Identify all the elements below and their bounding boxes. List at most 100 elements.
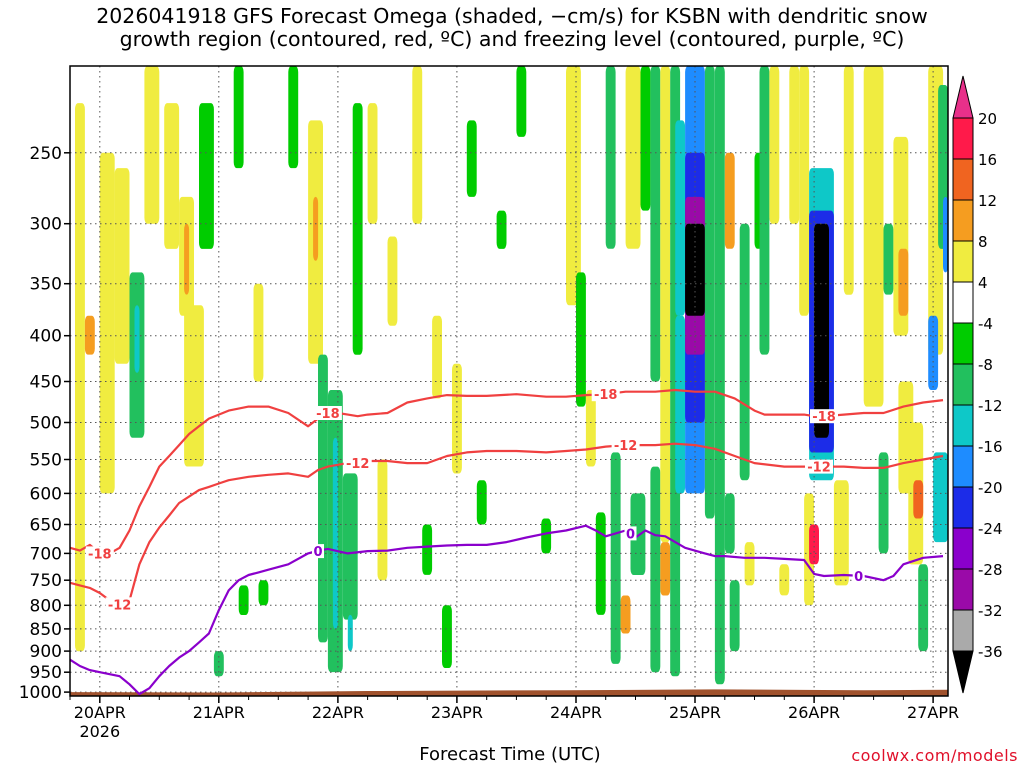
omega-cell <box>496 210 507 249</box>
colorbar-box <box>952 117 974 160</box>
omega-cell <box>789 66 800 224</box>
colorbar-bottom-arrow <box>952 650 974 694</box>
omega-cell <box>466 120 477 197</box>
x-tick-label: 23APR <box>431 703 483 722</box>
contour-label-bg <box>105 597 134 612</box>
colorbar-label: -24 <box>978 520 1003 538</box>
colorbar-box <box>952 568 974 611</box>
omega-cell <box>288 66 299 169</box>
omega-cell <box>144 66 160 224</box>
colorbar-box <box>952 240 974 283</box>
contour-label: -18 <box>88 547 112 562</box>
colorbar-label: -16 <box>978 438 1003 456</box>
colorbar-label: -36 <box>978 643 1003 661</box>
omega-cell <box>352 103 363 355</box>
colorbar-label: -8 <box>978 356 993 374</box>
omega-cell <box>318 354 328 643</box>
ground-surface <box>70 689 948 696</box>
omega-cell <box>387 236 398 326</box>
temperature-contours: -18 -18 -18 -18 -12 -12 -12 -12 0 0 0 <box>69 387 944 696</box>
omega-cell <box>714 66 725 685</box>
omega-cell <box>84 315 95 355</box>
omega-cell <box>213 651 224 677</box>
omega-shading <box>75 66 948 685</box>
omega-cell <box>134 305 140 373</box>
omega-cell <box>843 66 854 295</box>
ground-terrain <box>70 689 948 696</box>
contour-label: 0 <box>626 527 635 542</box>
colorbar-box <box>952 199 974 242</box>
omega-cell <box>799 66 810 316</box>
contour-line-0 <box>69 524 944 696</box>
contour-label-bg <box>624 526 637 541</box>
contour-label: -12 <box>614 439 638 454</box>
omega-cell <box>744 542 755 586</box>
omega-cell <box>377 459 388 581</box>
y-tick-label: 650 <box>30 516 62 536</box>
omega-cell <box>422 524 433 575</box>
contour-label-bg <box>313 406 342 420</box>
colorbar-box <box>952 363 974 406</box>
contour-label-bg <box>810 409 838 424</box>
omega-cell <box>367 103 378 224</box>
y-tick-label: 600 <box>30 484 62 504</box>
pressure-axis: 2503003504004505005506006507007508008509… <box>19 144 70 703</box>
omega-cell <box>814 223 829 438</box>
omega-cell <box>660 542 671 596</box>
x-tick-label: 26APR <box>788 703 840 722</box>
omega-cell <box>342 473 358 620</box>
y-tick-label: 950 <box>30 663 62 683</box>
omega-cell <box>541 518 552 554</box>
omega-cell <box>184 223 190 295</box>
contour-line-minus18 <box>69 388 944 555</box>
colorbar-box <box>952 445 974 488</box>
y-tick-label: 500 <box>30 414 62 434</box>
omega-cell <box>620 595 631 634</box>
omega-cell <box>675 120 686 316</box>
omega-cell <box>75 103 85 652</box>
contour-label: 0 <box>313 545 322 560</box>
contour-label-bg <box>85 546 114 561</box>
omega-cell <box>779 564 790 596</box>
omega-cell <box>804 493 814 606</box>
colorbar: 20 16 12 8 4 -4 -8 -12 -16 -20 -24 -28 -32 -36 <box>952 75 1003 694</box>
contour-label: -18 <box>594 388 618 403</box>
omega-cell <box>640 66 651 211</box>
omega-cell <box>199 103 214 249</box>
omega-cell <box>99 152 115 494</box>
x-tick-label: 20APR <box>74 703 126 722</box>
colorbar-box <box>952 158 974 201</box>
omega-cell <box>759 66 770 355</box>
omega-cell <box>943 196 948 273</box>
colorbar-label: 4 <box>978 274 988 292</box>
omega-cell <box>238 585 249 615</box>
colorbar-label: -12 <box>978 397 1003 415</box>
colorbar-box <box>952 486 974 529</box>
contour-label: -18 <box>316 407 340 422</box>
omega-cell <box>347 614 353 652</box>
contour-label-bg <box>343 456 372 471</box>
omega-cell <box>184 305 204 467</box>
contour-label: -12 <box>108 598 132 613</box>
omega-cell <box>918 564 929 652</box>
colorbar-top-arrow <box>952 75 974 119</box>
contour-label: -18 <box>812 410 836 425</box>
contour-label-bg <box>312 544 324 559</box>
omega-cell <box>442 605 452 668</box>
y-tick-label: 850 <box>30 620 62 640</box>
contour-label-bg <box>611 438 640 453</box>
colorbar-label: -32 <box>978 602 1003 620</box>
omega-cell <box>332 466 338 606</box>
chart-title: 2026041918 GFS Forecast Omega (shaded, −… <box>0 5 1024 51</box>
colorbar-box <box>952 404 974 447</box>
y-tick-label: 350 <box>30 275 62 295</box>
colorbar-box <box>952 281 974 324</box>
omega-cell <box>913 480 924 519</box>
omega-cell <box>253 283 264 382</box>
colorbar-label: -28 <box>978 561 1003 579</box>
omega-cell <box>476 480 487 525</box>
contour-label: -12 <box>807 461 831 476</box>
y-tick-label: 800 <box>30 596 62 616</box>
colorbar-label: 16 <box>978 151 997 169</box>
